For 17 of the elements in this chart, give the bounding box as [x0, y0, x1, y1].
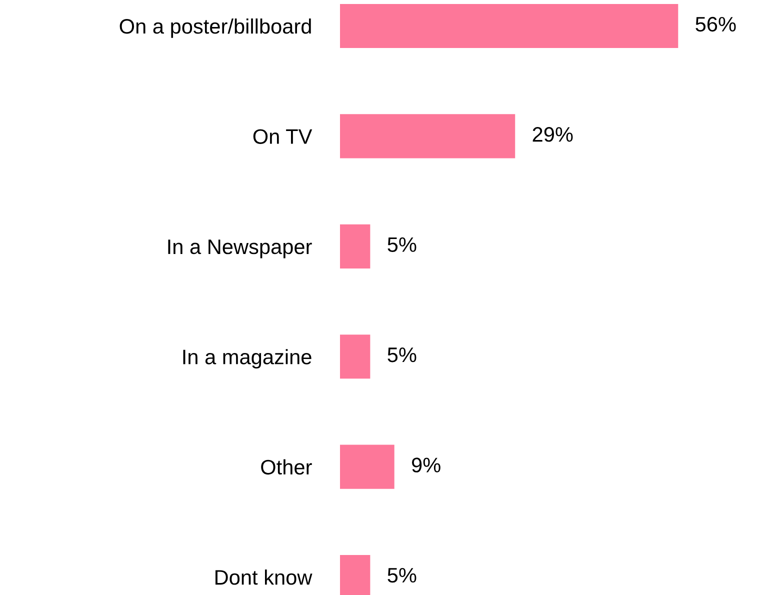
bar: [340, 444, 394, 489]
y-tick-label: On TV: [253, 129, 312, 144]
data-label: 5%: [388, 568, 416, 583]
y-tick-label: Dont know: [216, 569, 312, 585]
bar: [340, 224, 370, 268]
bar: [340, 334, 370, 379]
bar: [340, 4, 678, 48]
bar: [340, 114, 516, 158]
data-label: 5%: [388, 237, 416, 252]
data-label: 5%: [388, 348, 416, 362]
y-tick-label: In a Newspaper: [168, 240, 312, 258]
data-label: 29%: [532, 127, 573, 142]
data-label: 56%: [696, 16, 736, 32]
y-tick-label: On a poster/billboard: [120, 18, 311, 38]
y-tick-label: In a magazine: [183, 349, 312, 368]
data-label: 9%: [412, 458, 440, 472]
y-tick-label: Other: [261, 459, 312, 475]
